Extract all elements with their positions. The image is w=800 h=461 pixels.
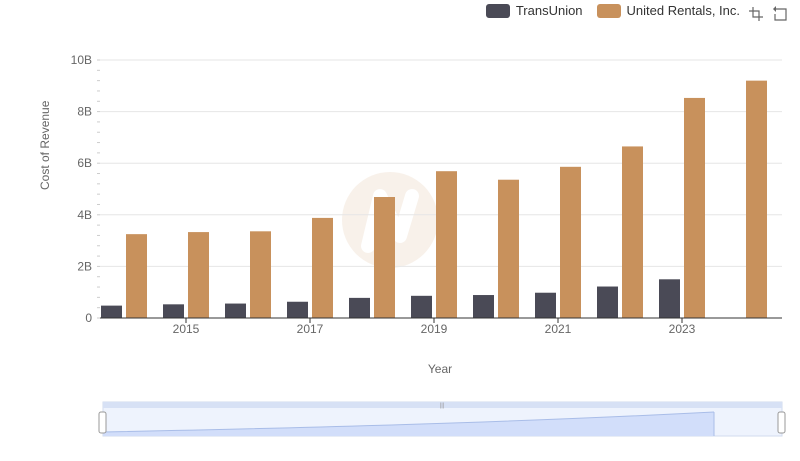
bar-united-rentals-inc-2015[interactable] xyxy=(188,232,209,318)
y-axis-label: Cost of Revenue xyxy=(38,100,52,190)
bar-transunion-2021[interactable] xyxy=(535,292,556,318)
slider-preview-line xyxy=(102,411,715,433)
y-tick-label: 10B xyxy=(71,53,92,67)
y-axis-ticks: 0 2B 4B 6B 8B 10B xyxy=(71,53,100,325)
legend: TransUnion United Rentals, Inc. xyxy=(485,3,740,18)
restore-icon[interactable] xyxy=(772,6,788,22)
legend-item-transunion[interactable]: TransUnion xyxy=(485,3,583,18)
slider-grip-icon[interactable]: ||| xyxy=(440,403,445,409)
bar-transunion-2022[interactable] xyxy=(597,286,618,318)
y-tick-label: 4B xyxy=(77,208,92,222)
bar-united-rentals-inc-2017[interactable] xyxy=(312,217,333,318)
y-tick-label: 8B xyxy=(77,105,92,119)
x-tick-label: 2023 xyxy=(669,322,696,336)
bar-transunion-2019[interactable] xyxy=(411,295,432,318)
slider-left-handle[interactable] xyxy=(98,411,107,434)
toolbox xyxy=(748,6,788,22)
slider-handle-bar[interactable] xyxy=(103,402,782,408)
bar-united-rentals-inc-2018[interactable] xyxy=(374,196,395,318)
x-tick-label: 2021 xyxy=(545,322,572,336)
x-tick-label: 2019 xyxy=(421,322,448,336)
bar-transunion-2020[interactable] xyxy=(473,295,494,318)
bar-united-rentals-inc-2024[interactable] xyxy=(746,80,767,318)
bar-transunion-2015[interactable] xyxy=(163,304,184,318)
bar-united-rentals-inc-2020[interactable] xyxy=(498,179,519,318)
slider-preview-area xyxy=(103,412,714,436)
y-tick-label: 2B xyxy=(77,259,92,273)
slider-right-handle[interactable] xyxy=(777,411,786,434)
y-tick-label: 6B xyxy=(77,156,92,170)
bar-united-rentals-inc-2014[interactable] xyxy=(126,234,147,318)
legend-item-united-rentals[interactable]: United Rentals, Inc. xyxy=(596,3,740,18)
bar-united-rentals-inc-2022[interactable] xyxy=(622,146,643,318)
data-zoom-slider[interactable]: ||| xyxy=(98,401,786,437)
bar-united-rentals-inc-2019[interactable] xyxy=(436,171,457,318)
bar-transunion-2023[interactable] xyxy=(659,279,680,318)
bar-united-rentals-inc-2021[interactable] xyxy=(560,166,581,318)
bars xyxy=(101,80,767,319)
bar-transunion-2018[interactable] xyxy=(349,297,370,318)
legend-label-united-rentals: United Rentals, Inc. xyxy=(626,3,740,18)
bar-united-rentals-inc-2023[interactable] xyxy=(684,97,705,319)
bar-transunion-2016[interactable] xyxy=(225,303,246,318)
bar-transunion-2014[interactable] xyxy=(101,305,122,318)
x-axis-label: Year xyxy=(427,362,453,376)
bar-transunion-2017[interactable] xyxy=(287,301,308,318)
x-tick-label: 2015 xyxy=(173,322,200,336)
bar-united-rentals-inc-2016[interactable] xyxy=(250,231,271,318)
x-axis-ticks: 2015 2017 2019 2021 2023 xyxy=(173,318,696,336)
legend-swatch-transunion xyxy=(485,3,510,18)
legend-swatch-united-rentals xyxy=(596,3,621,18)
legend-label-transunion: TransUnion xyxy=(515,3,583,18)
y-tick-label: 0 xyxy=(85,311,92,325)
x-tick-label: 2017 xyxy=(297,322,324,336)
zoom-icon[interactable] xyxy=(748,6,764,22)
